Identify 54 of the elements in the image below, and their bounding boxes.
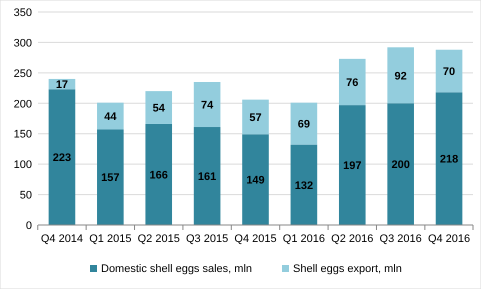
bar [387, 103, 414, 225]
data-label: 223 [52, 152, 72, 164]
y-tick-label: 250 [14, 68, 32, 80]
bar [242, 134, 269, 225]
y-tick-label: 100 [14, 159, 32, 172]
bar [242, 100, 269, 134]
y-tick-label: 0 [26, 220, 32, 232]
data-label: 54 [152, 102, 166, 115]
bar [338, 58, 366, 106]
x-tick-label: Q3 2016 [380, 233, 422, 245]
data-label: 157 [101, 172, 120, 184]
data-label: 44 [104, 111, 118, 124]
x-tick-label: Q4 2014 [40, 233, 84, 245]
data-label: 200 [391, 159, 410, 172]
bar [194, 82, 220, 128]
data-label: 132 [294, 180, 314, 192]
y-tick-label: 350 [14, 7, 32, 19]
bar [290, 144, 318, 225]
y-tick-label: 50 [20, 190, 32, 202]
data-label: 76 [346, 76, 358, 89]
data-label: 57 [249, 112, 262, 124]
bar [145, 124, 172, 225]
x-tick-label: Q1 2015 [89, 233, 132, 245]
x-tick-label: Q2 2016 [331, 233, 374, 245]
y-tick-label: 300 [14, 37, 32, 50]
bar [387, 47, 414, 104]
data-label: 74 [200, 100, 214, 112]
bar [145, 91, 172, 124]
bar [97, 129, 124, 225]
bar [436, 50, 462, 92]
bar [290, 102, 318, 145]
x-tick-label: Q2 2015 [138, 233, 180, 245]
data-label: 161 [198, 171, 216, 184]
x-tick-label: Q3 2015 [186, 233, 228, 245]
y-tick-label: 200 [14, 98, 32, 110]
legend-label: Domestic shell eggs sales, mln [101, 263, 252, 275]
data-label: 166 [150, 169, 168, 182]
data-label: 70 [442, 66, 456, 78]
y-tick-label: 150 [14, 128, 32, 141]
bar [436, 92, 462, 225]
bar [338, 105, 366, 225]
bar [194, 127, 220, 225]
data-label: 197 [343, 160, 362, 172]
data-label: 218 [440, 154, 458, 166]
data-label: 92 [394, 70, 407, 82]
bar [48, 89, 76, 225]
data-label: 69 [298, 118, 310, 131]
x-tick-label: Q4 2016 [428, 233, 470, 245]
data-label: 149 [246, 174, 265, 187]
bar [97, 102, 124, 130]
x-tick-label: Q4 2015 [234, 233, 277, 245]
x-tick-label: Q1 2016 [282, 233, 325, 245]
legend-label: Shell eggs export, mln [293, 263, 402, 275]
data-label: 17 [56, 79, 68, 92]
